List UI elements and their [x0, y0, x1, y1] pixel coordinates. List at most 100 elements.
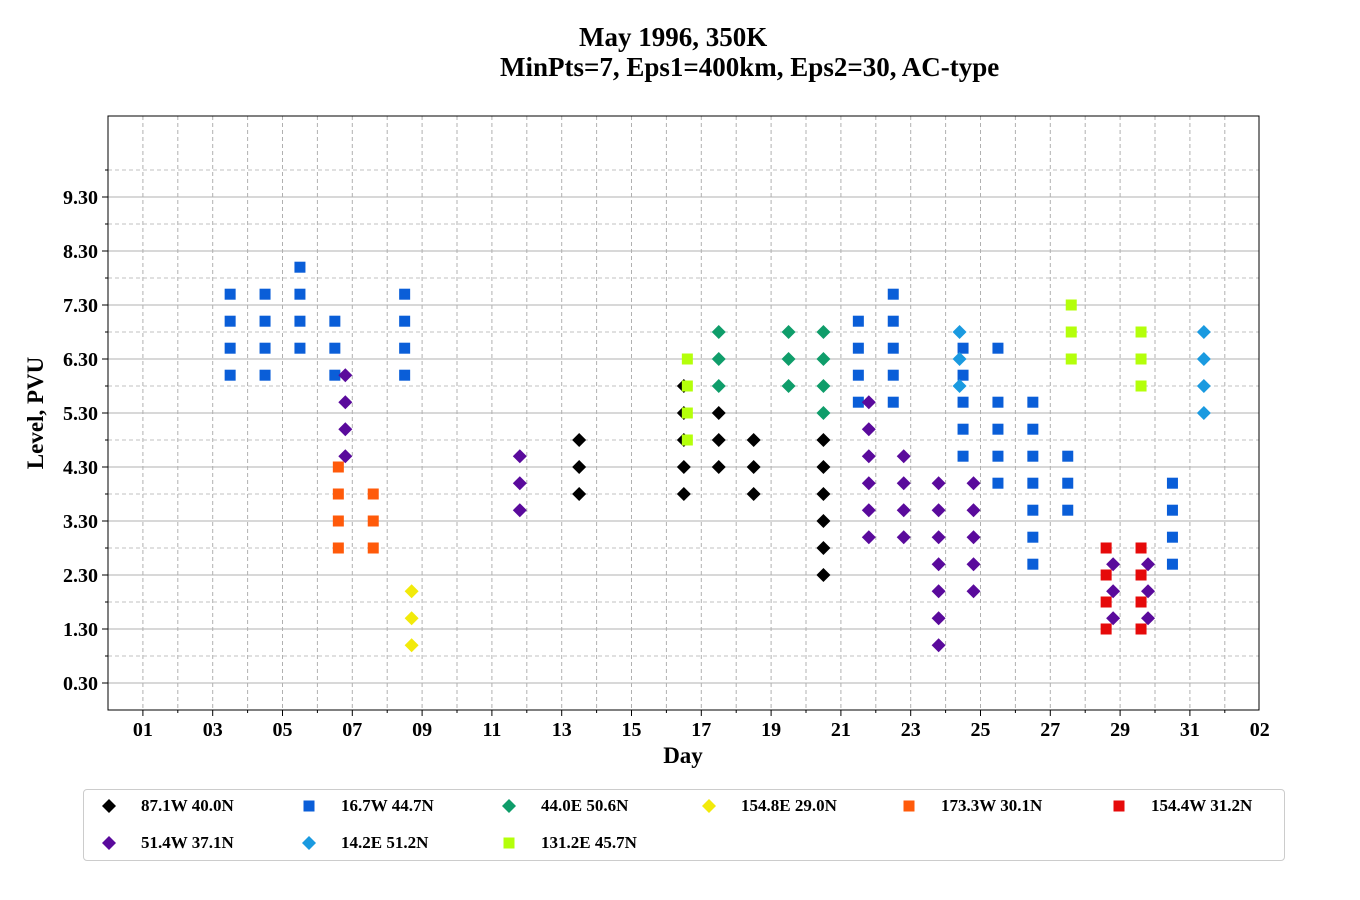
data-point	[1027, 423, 1039, 435]
data-point	[931, 584, 946, 599]
data-point	[332, 461, 344, 473]
data-point	[676, 460, 691, 474]
data-point	[1065, 299, 1077, 311]
y-tick-label: 6.30	[63, 349, 98, 371]
data-point	[399, 315, 411, 327]
data-point	[966, 584, 981, 599]
data-point	[931, 476, 946, 491]
data-point	[992, 423, 1004, 435]
legend-label: 131.2E 45.7N	[541, 833, 637, 852]
data-point	[367, 515, 379, 527]
data-point	[399, 342, 411, 354]
data-point	[852, 369, 864, 381]
data-point	[224, 342, 236, 354]
data-point	[887, 396, 899, 408]
data-point	[887, 369, 899, 381]
data-point	[224, 288, 236, 300]
y-tick-label: 8.30	[63, 241, 98, 263]
x-tick-label: 29	[1110, 719, 1130, 741]
data-point	[259, 288, 271, 300]
data-point	[931, 557, 946, 572]
data-point	[711, 325, 726, 339]
data-point	[681, 380, 693, 392]
x-tick-label: 15	[622, 719, 642, 741]
data-point	[338, 395, 353, 410]
data-point	[512, 503, 527, 518]
legend-marker-shape	[903, 800, 915, 812]
data-point	[1166, 477, 1178, 489]
data-point	[332, 542, 344, 554]
data-point	[1166, 531, 1178, 543]
data-point	[224, 315, 236, 327]
data-point	[1062, 450, 1074, 462]
data-point	[1135, 623, 1147, 635]
data-point	[896, 503, 911, 518]
data-point	[966, 503, 981, 518]
data-point	[1135, 380, 1147, 392]
legend-item: 87.1W 40.0N	[99, 796, 234, 816]
data-point	[966, 557, 981, 572]
data-point	[1100, 623, 1112, 635]
data-point	[781, 379, 796, 393]
x-tick-label: 17	[691, 719, 711, 741]
legend-marker	[899, 796, 919, 816]
legend-marker-shape	[303, 800, 315, 812]
x-tick-label: 07	[342, 719, 362, 741]
legend-marker-shape	[503, 837, 515, 849]
legend-label: 87.1W 40.0N	[141, 796, 234, 815]
data-point	[1166, 558, 1178, 570]
legend-marker	[1109, 796, 1129, 816]
data-point	[224, 369, 236, 381]
legend-marker	[699, 796, 719, 816]
data-point	[404, 638, 419, 653]
data-point	[861, 395, 876, 410]
data-point	[1106, 557, 1121, 572]
data-point	[781, 325, 796, 339]
legend-marker	[99, 796, 119, 816]
data-point	[1027, 531, 1039, 543]
chart-subtitle: MinPts=7, Eps1=400km, Eps2=30, AC-type	[500, 52, 1000, 82]
data-point	[931, 530, 946, 545]
data-point	[896, 449, 911, 464]
data-point	[746, 487, 761, 501]
data-point	[711, 460, 726, 474]
data-point	[711, 433, 726, 447]
x-tick-label: 23	[901, 719, 921, 741]
y-tick-label: 5.30	[63, 403, 98, 425]
data-point	[259, 342, 271, 354]
data-point	[1027, 396, 1039, 408]
data-point	[1141, 611, 1156, 626]
data-point	[816, 487, 831, 501]
data-point	[1065, 326, 1077, 338]
data-point	[711, 379, 726, 393]
data-point	[957, 450, 969, 462]
data-point	[931, 503, 946, 518]
data-point	[746, 460, 761, 474]
legend-label: 14.2E 51.2N	[341, 833, 429, 852]
legend-label: 44.0E 50.6N	[541, 796, 629, 815]
data-point	[294, 288, 306, 300]
data-point	[1135, 326, 1147, 338]
data-point	[957, 342, 969, 354]
data-point	[746, 433, 761, 447]
legend-item: 14.2E 51.2N	[299, 833, 428, 853]
legend-marker-shape	[302, 836, 316, 850]
data-point	[816, 406, 831, 420]
legend-item: 44.0E 50.6N	[499, 796, 628, 816]
data-point	[259, 315, 271, 327]
data-point	[816, 433, 831, 447]
data-point	[1027, 450, 1039, 462]
x-tick-label: 05	[273, 719, 293, 741]
data-point	[332, 488, 344, 500]
data-point	[1166, 504, 1178, 516]
data-point	[404, 611, 419, 626]
data-point	[572, 433, 587, 447]
data-point	[1135, 353, 1147, 365]
legend-label: 154.4W 31.2N	[1151, 796, 1253, 815]
legend-marker-shape	[502, 799, 516, 813]
data-point	[957, 396, 969, 408]
data-point	[992, 477, 1004, 489]
data-point	[852, 342, 864, 354]
data-point	[1135, 569, 1147, 581]
